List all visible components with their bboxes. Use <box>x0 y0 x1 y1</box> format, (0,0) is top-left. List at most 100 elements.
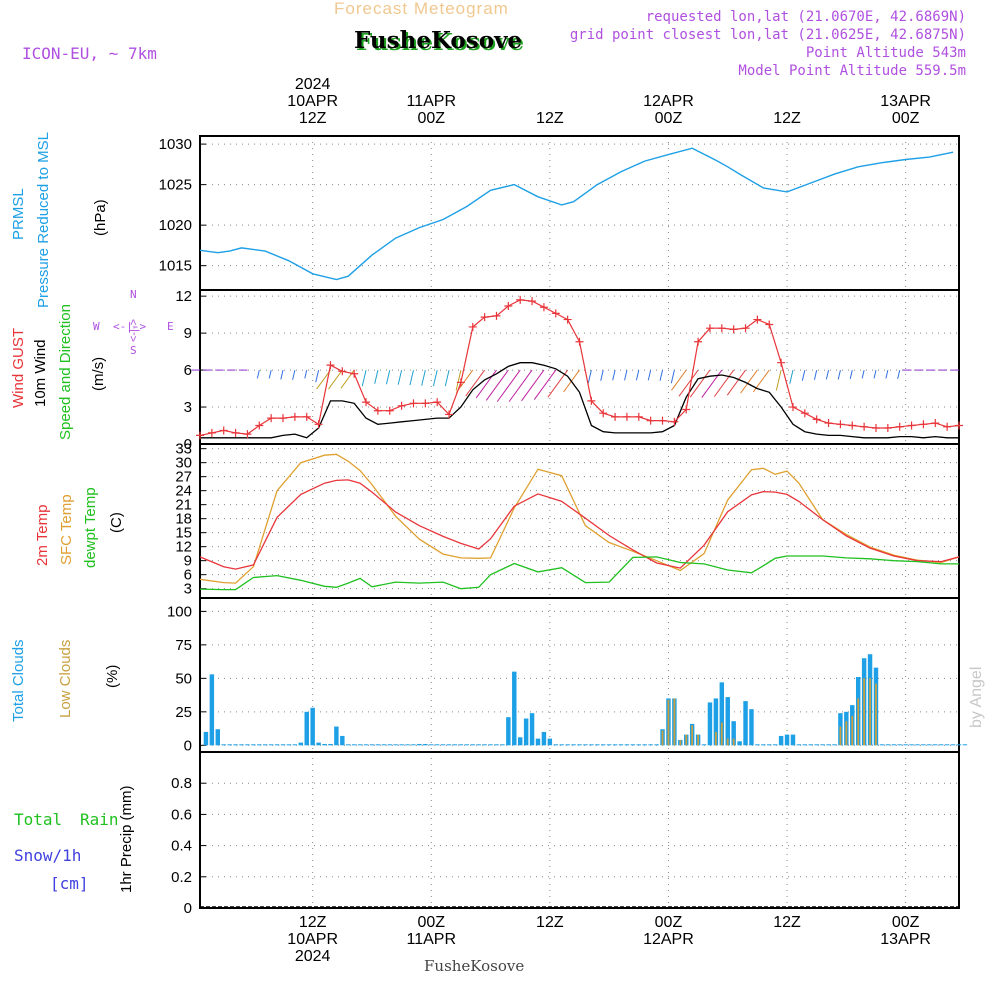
wind-direction-arrow <box>647 369 652 381</box>
wind-gust-marker <box>196 431 204 440</box>
model-label: ICON-EU, ~ 7km <box>22 44 157 63</box>
total-cloud-bar <box>506 717 511 746</box>
total-cloud-bar <box>517 737 523 746</box>
total-cloud-bar <box>784 734 790 746</box>
wind-direction-arrow <box>897 369 901 379</box>
precip-axis-label: 1hr Precip (mm) <box>118 785 135 893</box>
total-cloud-bar <box>286 744 292 746</box>
bottom-time-label: 12Z 10APR 2024 <box>287 914 338 965</box>
total-cloud-bar <box>304 711 309 746</box>
wind-gust-marker <box>373 406 382 415</box>
low-cloud-bar <box>851 715 854 746</box>
wind-gust-marker <box>219 426 228 435</box>
wind-direction-arrow <box>678 369 699 397</box>
wind-direction-arrow <box>659 369 664 381</box>
total-cloud-bar <box>921 744 926 746</box>
total-cloud-bar <box>915 744 920 746</box>
total-cloud-bar <box>310 707 315 746</box>
wind-ytick-label: 6 <box>184 362 192 379</box>
total-cloud-bar <box>233 744 238 746</box>
low-cloud-bar <box>839 726 842 746</box>
total-cloud-bar <box>328 743 333 746</box>
wind-gust-marker <box>267 414 276 423</box>
total-cloud-bar <box>713 698 719 746</box>
wind-direction-arrow <box>740 369 758 394</box>
total-cloud-bar <box>630 744 636 746</box>
total-cloud-bar <box>209 674 215 746</box>
low-cloud-bar <box>732 738 735 746</box>
bottom-time-label: 00Z 13APR <box>880 914 931 948</box>
total-cloud-bar <box>375 744 381 746</box>
pressure-ytick-label: 1025 <box>159 177 192 194</box>
wind-direction-arrow <box>361 369 367 387</box>
temperature-ytick-label: 6 <box>184 567 192 584</box>
clouds-ytick-label: 25 <box>175 704 192 721</box>
closest-coords: grid point closest lon,lat (21.0625E, 42… <box>569 27 966 43</box>
total-cloud-bar <box>701 744 707 746</box>
total-cloud-bar <box>452 744 458 746</box>
total-cloud-bar <box>251 744 256 746</box>
wind-direction-arrow <box>409 369 414 386</box>
bottom-time-label: 12Z <box>536 914 564 931</box>
total-cloud-bar <box>962 744 968 746</box>
bottom-time-label: 00Z 11APR <box>406 914 456 948</box>
total-cloud-bar <box>541 731 547 746</box>
wind-gust-marker <box>955 421 963 430</box>
requested-coords: requested lon,lat (21.0670E, 42.6869N) <box>645 9 966 25</box>
wind-direction-arrow <box>496 369 521 402</box>
total-cloud-bar <box>405 744 410 746</box>
wind-gust-marker <box>824 419 833 428</box>
total-cloud-bar <box>956 744 962 746</box>
top-time-label: 12Z <box>773 110 801 127</box>
wind-direction-arrow <box>752 369 770 393</box>
wind-direction-arrow <box>873 369 877 379</box>
wind-gust-marker <box>421 399 430 408</box>
wind-gust-marker <box>658 416 667 425</box>
total-cloud-bar <box>950 744 956 746</box>
total-cloud-bar <box>790 734 796 746</box>
wind-gust-marker <box>871 423 880 432</box>
total-cloud-bar <box>239 744 244 746</box>
wind-direction-arrow <box>304 369 308 379</box>
total-cloud-bar <box>369 744 375 746</box>
total-cloud-bar <box>429 744 434 746</box>
temp-dewpoint-line <box>199 555 959 591</box>
wind-gust-marker <box>741 324 750 333</box>
wind-gust-marker <box>646 416 655 425</box>
temperature-ytick-label: 33 <box>175 441 192 458</box>
total-cloud-bar <box>399 744 404 746</box>
total-cloud-bar <box>559 744 564 746</box>
low-cloud-bar <box>679 739 682 746</box>
total-cloud-bar <box>535 738 541 746</box>
total-cloud-bar <box>274 744 280 746</box>
wind-direction-arrow <box>825 369 830 380</box>
total-cloud-bar <box>725 697 730 746</box>
wind-gust-marker <box>907 421 916 430</box>
total-cloud-bar <box>903 744 908 746</box>
wind-gust-line <box>199 299 960 436</box>
model-altitude: Model Point Altitude 559.5m <box>738 63 966 79</box>
total-cloud-bar <box>470 744 475 746</box>
total-cloud-bar <box>772 744 778 746</box>
total-cloud-bar <box>618 744 624 746</box>
total-cloud-bar <box>879 744 885 746</box>
temperature-ytick-label: 9 <box>184 553 192 570</box>
wind-direction-arrow <box>813 369 818 380</box>
low-cloud-bar <box>697 734 699 746</box>
precip-snow-unit: [cm] <box>50 874 89 893</box>
total-cloud-bar <box>909 744 914 746</box>
total-cloud-bar <box>464 744 470 746</box>
total-cloud-bar <box>814 744 819 746</box>
total-cloud-bar <box>411 744 416 746</box>
wind-gust-marker <box>338 367 347 376</box>
wind-direction-arrow <box>280 369 284 380</box>
temperature-ytick-label: 21 <box>175 497 192 514</box>
wind-direction-arrow <box>374 369 379 384</box>
top-time-label: 11APR 00Z <box>406 93 456 127</box>
credit: by Angel <box>968 666 985 728</box>
wind-gust-marker <box>516 295 525 304</box>
low-cloud-bar <box>726 738 729 746</box>
wind-gust-marker <box>563 315 572 324</box>
low-cloud-bar <box>869 678 871 746</box>
total-cloud-bar <box>529 713 535 746</box>
